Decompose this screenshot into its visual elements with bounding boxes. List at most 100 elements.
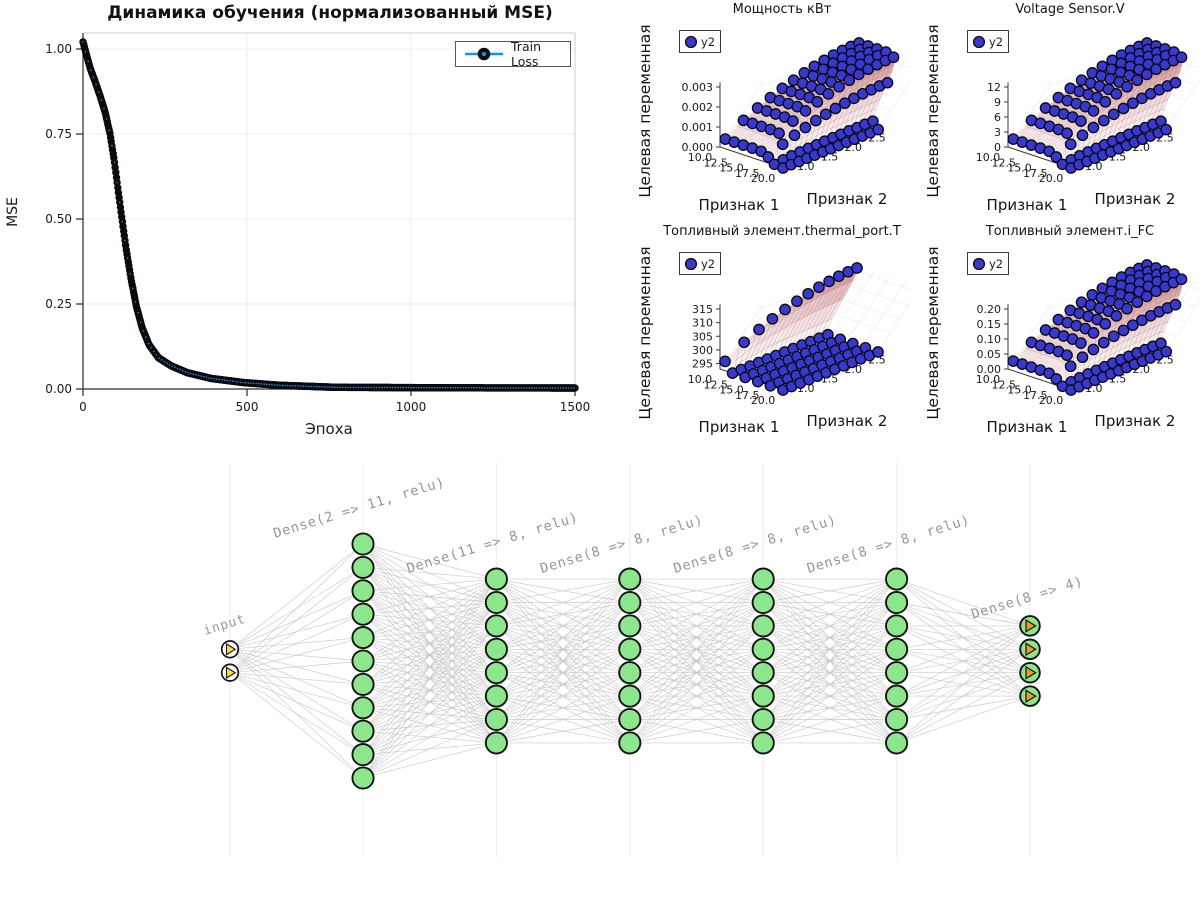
hidden-node bbox=[484, 707, 508, 732]
hidden-node bbox=[885, 707, 909, 732]
x-tick-label: 20.0 bbox=[1039, 172, 1064, 185]
y-tick-label: 0.00 bbox=[45, 382, 72, 396]
x-tick-label: 15.0 bbox=[719, 162, 744, 175]
hidden-node bbox=[484, 637, 508, 661]
output-layer-label: Dense(8 => 4) bbox=[969, 573, 1085, 622]
train-loss-marker-icon bbox=[465, 47, 503, 61]
hidden-node bbox=[885, 661, 909, 685]
hidden-node bbox=[484, 590, 508, 615]
y-axis-label: Признак 2 bbox=[806, 190, 888, 208]
hidden-node bbox=[885, 567, 909, 591]
x-tick-label: 15.0 bbox=[719, 384, 744, 397]
loss-plot: 0.00 0.25 0.50 0.75 1.00 0 500 1000 1500 Динамик… bbox=[0, 0, 620, 455]
z-tick-label: 0.001 bbox=[682, 121, 714, 134]
surface-plot-canvas: 0.000 0.001 0.002 0.003 10.012.515.017.520.0… bbox=[682, 37, 912, 185]
hidden-node bbox=[618, 707, 642, 732]
x-tick-label: 20.0 bbox=[1039, 394, 1064, 407]
hidden-node bbox=[351, 696, 375, 720]
input-layer-label: input bbox=[202, 612, 248, 639]
x-axis-label: Признак 1 bbox=[986, 196, 1068, 214]
hidden-node bbox=[751, 614, 775, 638]
z-tick-label: 12 bbox=[987, 81, 1001, 94]
loss-legend-label: Train Loss bbox=[511, 39, 541, 69]
x-tick-label: 20.0 bbox=[751, 172, 776, 185]
z-tick-label: 6 bbox=[994, 111, 1001, 124]
surface-plot-thermal: 295 300 305 310 315 10.0 12.5 15.0 17.5 20.0 1.0 1.… bbox=[622, 222, 912, 444]
y-axis-label: Признак 2 bbox=[1094, 190, 1176, 208]
hidden-node bbox=[618, 637, 642, 661]
x-tick-label: 17.5 bbox=[735, 167, 760, 180]
surface-legend: y2 bbox=[967, 252, 1009, 275]
network-diagram: input Dense(2 => 11, relu) Dense(11 => 8, … bbox=[0, 450, 1200, 900]
z-tick-label: 0.10 bbox=[977, 333, 1002, 346]
hidden-node bbox=[351, 719, 375, 743]
hidden-node bbox=[484, 684, 508, 708]
scatter-marker-icon bbox=[972, 257, 986, 270]
z-tick-label: 305 bbox=[692, 330, 713, 343]
loss-x-axis-label: Эпоха bbox=[305, 420, 353, 438]
hidden-node bbox=[885, 684, 909, 708]
network-edges bbox=[229, 543, 1031, 779]
scatter-marker-icon bbox=[684, 257, 698, 270]
output-triangle-icon bbox=[1025, 619, 1037, 633]
z-tick-label: 0.003 bbox=[682, 81, 714, 94]
hidden-node bbox=[351, 672, 375, 696]
x-tick-label: 12.5 bbox=[992, 378, 1017, 391]
z-tick-label: 0.05 bbox=[977, 348, 1002, 361]
z-axis-label: Целевая переменная bbox=[924, 24, 942, 198]
x-tick-label: 17.5 bbox=[1023, 389, 1048, 402]
x-tick-label: 10.0 bbox=[976, 373, 1001, 386]
y-tick-label: 0.75 bbox=[45, 127, 72, 141]
hidden-node bbox=[351, 579, 375, 603]
surface-plot-title: Топливный элемент.i_FC bbox=[985, 224, 1155, 239]
x-tick-label: 17.5 bbox=[1023, 167, 1048, 180]
z-tick-label: 0.000 bbox=[682, 141, 714, 154]
surface-plot-title: Voltage Sensor.V bbox=[1015, 2, 1125, 17]
y-tick-label: 0.50 bbox=[45, 212, 72, 226]
hidden-node bbox=[351, 626, 375, 650]
data-points bbox=[719, 262, 884, 396]
x-tick-label: 15.0 bbox=[1007, 384, 1032, 397]
z-tick-label: 3 bbox=[994, 126, 1001, 139]
hidden-node bbox=[351, 532, 375, 556]
data-points bbox=[719, 37, 900, 174]
z-tick-label: 0.20 bbox=[977, 303, 1002, 316]
x-axis-label: Признак 1 bbox=[698, 196, 780, 214]
hidden-node bbox=[484, 661, 508, 685]
x-tick-label: 12.5 bbox=[704, 378, 729, 391]
x-tick-label: 0 bbox=[79, 400, 87, 414]
hidden-node bbox=[618, 684, 642, 708]
surface-legend-label: y2 bbox=[989, 256, 1004, 271]
y-tick-label: 0.25 bbox=[45, 297, 72, 311]
x-tick-label: 20.0 bbox=[751, 394, 776, 407]
prediction-surface bbox=[724, 267, 879, 391]
surface-legend-label: y2 bbox=[701, 256, 716, 271]
surface-legend-label: y2 bbox=[701, 34, 716, 49]
train-loss-series bbox=[79, 38, 579, 392]
input-triangle-icon bbox=[225, 643, 237, 656]
x-tick-label: 12.5 bbox=[704, 156, 729, 169]
hidden-node bbox=[484, 567, 508, 591]
hidden-node bbox=[751, 684, 775, 708]
x-tick-label: 500 bbox=[236, 400, 259, 414]
surface-legend-label: y2 bbox=[989, 34, 1004, 49]
output-triangle-icon bbox=[1025, 689, 1037, 703]
surface-legend: y2 bbox=[679, 30, 721, 53]
loss-y-axis-label: MSE bbox=[5, 197, 21, 227]
hidden-node bbox=[751, 707, 775, 732]
hidden-node bbox=[885, 731, 909, 755]
surface-plot-voltage: 0 3 6 9 12 10.0 12.5 15.0 17.5 20.0 1.0 1.5 2.0 2.5 V… bbox=[910, 0, 1200, 222]
z-tick-label: 295 bbox=[692, 358, 713, 371]
surface-plot-power: 0.000 0.001 0.002 0.003 10.0 12.5 15.0 17.5 20.0… bbox=[622, 0, 912, 222]
hidden-node bbox=[618, 567, 642, 591]
z-axis-label: Целевая переменная bbox=[924, 246, 942, 420]
loss-legend: Train Loss bbox=[455, 39, 571, 69]
hidden-node bbox=[751, 637, 775, 661]
hidden-node bbox=[618, 661, 642, 685]
x-tick-label: 1000 bbox=[396, 400, 427, 414]
dense-layer-label: Dense(2 => 11, relu) bbox=[271, 474, 446, 542]
hidden-node bbox=[618, 614, 642, 638]
x-axis-label: Признак 1 bbox=[986, 418, 1068, 436]
